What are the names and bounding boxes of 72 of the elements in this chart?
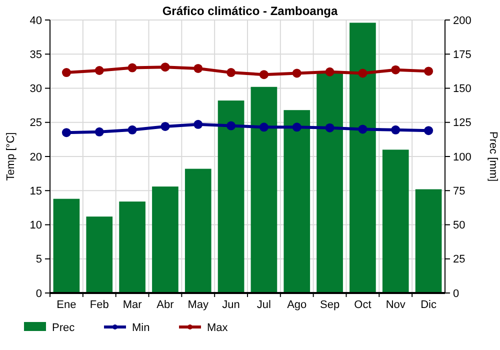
bar [184,168,212,293]
bar [119,202,146,293]
point [292,68,302,78]
y2-tick-label: 75 [453,185,466,198]
y2-tick-label: 25 [453,254,466,266]
bar [218,100,244,293]
point [292,122,302,132]
point [128,125,137,134]
y-tick-label: 0 [36,288,42,300]
chart-title: Gráfico climático - Zamboanga [162,4,338,18]
y-tick-label: 35 [30,48,42,61]
point [325,67,334,76]
point [325,123,334,132]
y2-axis-title: Prec [mm] [487,131,499,182]
bar [316,72,343,293]
y2-tick-label: 100 [453,151,472,164]
point [358,124,368,134]
point [62,68,71,78]
y2-tick-label: 175 [453,48,472,61]
point [160,62,170,72]
y-tick-label: 5 [36,254,42,266]
point [160,122,170,131]
point [259,70,268,80]
bar [284,110,310,293]
point [358,68,368,78]
point [226,68,236,78]
y2-tick-label: 50 [453,220,466,232]
x-tick-label: Nov [386,299,406,311]
bar [382,150,409,293]
y2-tick-label: 150 [453,83,472,96]
point [391,65,400,74]
x-tick-label: Ene [56,299,76,311]
point [194,120,203,129]
y2-tick-label: 125 [453,117,472,130]
x-tick-label: Oct [354,299,372,311]
point [62,128,71,138]
y-tick-label: 25 [30,117,42,130]
y-tick-label: 10 [30,220,42,232]
point [259,122,268,132]
legend-label: Prec [52,322,76,334]
legend-label: Min [132,322,150,334]
x-tick-label: Mar [122,299,142,311]
bar [415,189,442,293]
bar [250,86,278,293]
x-tick-label: Jun [222,299,240,311]
point [94,127,104,136]
x-tick-label: Abr [156,299,174,311]
legend-label: Max [207,322,228,334]
y2-tick-label: 0 [453,288,460,300]
x-tick-label: Sep [320,299,340,311]
point [424,126,434,136]
point [194,64,203,73]
bar [350,22,376,293]
x-tick-label: Jul [256,299,271,311]
bar [152,186,178,293]
x-tick-label: Ago [287,299,307,311]
bar [53,198,80,293]
bar [86,216,113,293]
y-tick-label: 30 [30,83,42,96]
y-tick-label: 20 [30,151,42,164]
point [226,121,236,130]
point [391,125,400,134]
y-tick-label: 15 [30,185,42,198]
point [424,66,434,76]
y-tick-label: 40 [30,14,42,27]
y2-tick-label: 200 [453,14,472,27]
x-tick-label: May [188,299,210,311]
point [128,63,137,72]
point [94,66,104,76]
x-tick-label: Feb [90,299,109,311]
x-tick-label: Dic [420,299,437,311]
y-axis-title: Temp [°C] [5,132,17,181]
